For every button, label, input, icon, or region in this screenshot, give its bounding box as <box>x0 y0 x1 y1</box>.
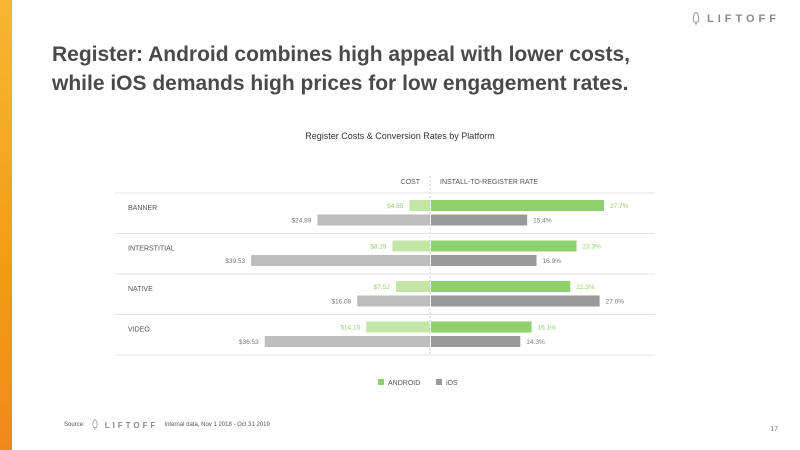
category-label: VIDEO <box>128 327 150 334</box>
cost-label: $39.53 <box>225 258 245 265</box>
cost-bar-ios <box>264 336 430 347</box>
rate-label: 27.0% <box>606 299 625 306</box>
rate-label: 14.3% <box>526 339 545 346</box>
brand-name: LIFTOFF <box>706 13 780 25</box>
rate-label: 23.3% <box>583 244 602 251</box>
category-label: NATIVE <box>128 286 153 293</box>
rate-bar-android <box>431 240 577 252</box>
chart-title: Register Costs & Conversion Rates by Pla… <box>305 131 495 141</box>
cost-label: $7.52 <box>374 284 391 291</box>
cost-bar-android <box>366 321 430 333</box>
cost-label: $24.89 <box>292 218 312 225</box>
page-number: 17 <box>770 426 778 433</box>
rate-label: 16.1% <box>538 325 557 332</box>
page-title: Register: Android combines high appeal w… <box>52 40 772 98</box>
rate-header: INSTALL-TO-REGISTER RATE <box>440 179 538 186</box>
source-label: Source: <box>64 422 85 428</box>
rate-label: 15.4% <box>533 218 552 225</box>
category-label: INTERSTITIAL <box>128 246 175 253</box>
rate-label: 22.3% <box>576 284 595 291</box>
cost-bar-ios <box>251 255 430 266</box>
brand-logo: LIFTOFF <box>691 12 780 26</box>
title-line-2: while iOS demands high prices for low en… <box>52 72 629 95</box>
rate-bar-android <box>431 200 605 211</box>
cost-bar-android <box>409 200 430 211</box>
rate-label: 27.7% <box>610 203 629 210</box>
category-label: BANNER <box>128 205 157 212</box>
legend-swatch-android <box>378 379 384 385</box>
legend-label: ANDROID <box>388 380 420 387</box>
footer-rocket-icon <box>92 419 98 431</box>
legend-label: iOS <box>446 380 458 387</box>
cost-bar-android <box>395 281 430 292</box>
rate-bar-ios <box>431 214 528 226</box>
cost-label: $16.08 <box>331 299 351 306</box>
cost-label: $14.10 <box>340 325 360 332</box>
cost-label: $8.29 <box>370 244 387 251</box>
source-note: Internal data, Nov 1 2018 - Oct 31 2019 <box>164 422 270 428</box>
cost-label: $36.53 <box>239 339 259 346</box>
legend-swatch-ios <box>436 379 442 385</box>
accent-stripe <box>0 0 12 450</box>
cost-label: $4.55 <box>387 203 404 210</box>
footer-brand-name: LIFTOFF <box>104 420 159 430</box>
rate-bar-ios <box>431 255 537 266</box>
cost-bar-ios <box>357 295 430 307</box>
rocket-icon <box>692 12 700 26</box>
rate-bar-android <box>431 321 532 333</box>
cost-bar-ios <box>317 214 430 226</box>
cost-header: COST <box>401 179 421 186</box>
rate-bar-ios <box>431 336 521 347</box>
cost-bar-android <box>392 240 430 252</box>
rate-label: 16.9% <box>543 258 562 265</box>
rate-bar-android <box>431 281 571 292</box>
title-line-1: Register: Android combines high appeal w… <box>52 43 630 66</box>
rate-bar-ios <box>431 295 600 307</box>
footer: Source: LIFTOFF Internal data, Nov 1 201… <box>64 419 270 431</box>
